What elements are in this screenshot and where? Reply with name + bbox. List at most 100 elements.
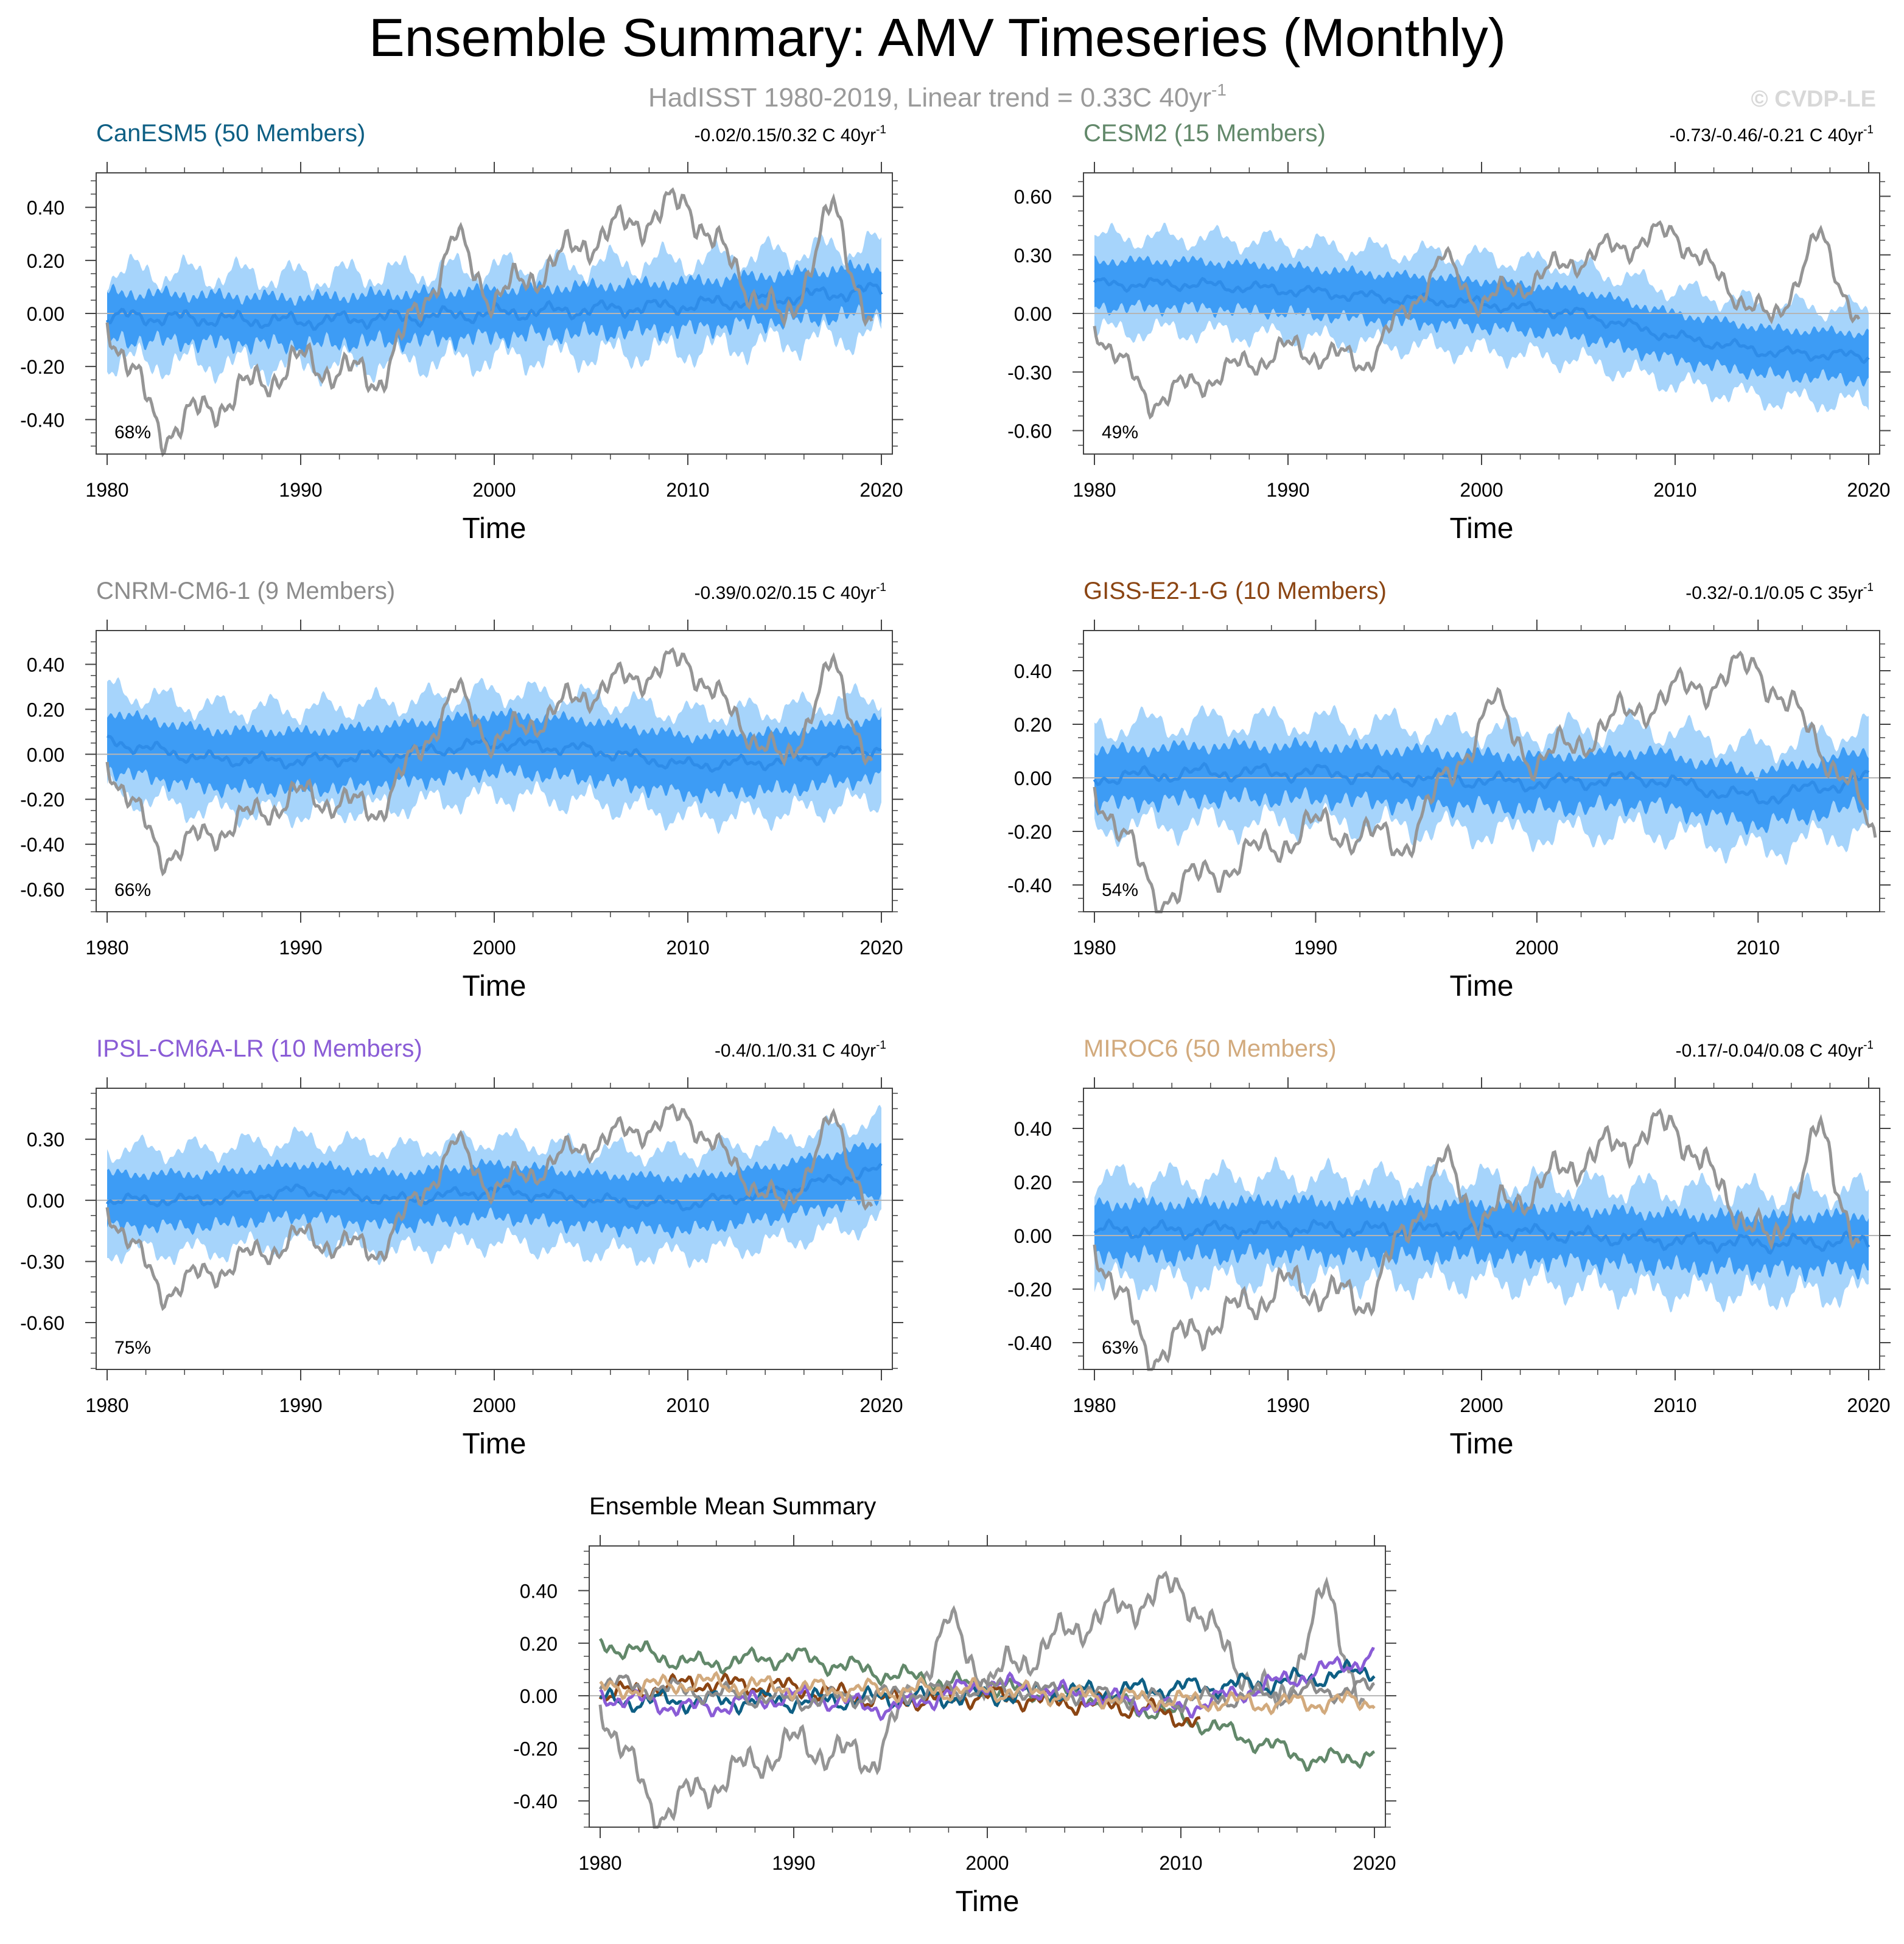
x-tick-label: 2000 bbox=[472, 1394, 516, 1416]
x-tick-label: 1980 bbox=[85, 937, 128, 959]
y-tick-label: 0.20 bbox=[1014, 714, 1052, 736]
x-tick-label: 2020 bbox=[859, 1394, 903, 1416]
y-tick-label: -0.20 bbox=[513, 1738, 558, 1760]
panel-miroc6: MIROC6 (50 Members) -0.17/-0.04/0.08 C 40… bbox=[1007, 1035, 1891, 1460]
trend-label-text: -0.39/0.02/0.15 C 40yr bbox=[695, 583, 877, 603]
trend-label: -0.32/-0.1/0.05 C 35yr-1 bbox=[1685, 581, 1874, 603]
y-tick-label: 0.40 bbox=[1014, 660, 1052, 682]
y-tick-label: -0.30 bbox=[1007, 362, 1052, 383]
x-tick-label: 1990 bbox=[279, 479, 322, 501]
x-tick-label: 1990 bbox=[1294, 937, 1337, 959]
percent-label: 68% bbox=[114, 422, 151, 442]
trend-label: -0.02/0.15/0.32 C 40yr-1 bbox=[695, 124, 886, 145]
ensemble-mean-line bbox=[1093, 761, 1870, 805]
observation-line bbox=[105, 1103, 873, 1312]
ensemble-iqr-band bbox=[1094, 737, 1869, 835]
x-axis-label: Time bbox=[1450, 1428, 1514, 1460]
x-tick-label: 1980 bbox=[578, 1852, 621, 1874]
x-tick-label: 2020 bbox=[859, 479, 903, 501]
trend-label-superscript: -1 bbox=[876, 581, 886, 594]
panel-title: CanESM5 (50 Members) bbox=[96, 120, 365, 147]
x-tick-label: 2000 bbox=[472, 937, 516, 959]
y-tick-label: -0.40 bbox=[513, 1791, 558, 1813]
figure-subtitle-main: HadISST 1980-2019, Linear trend = 0.33C … bbox=[648, 83, 1211, 113]
x-tick-label: 1990 bbox=[1266, 479, 1309, 501]
x-axis-label: Time bbox=[1450, 970, 1514, 1002]
panel-cesm2: CESM2 (15 Members) -0.73/-0.46/-0.21 C 40… bbox=[1007, 120, 1891, 545]
y-tick-label: 0.30 bbox=[27, 1129, 65, 1151]
y-tick-label: -0.20 bbox=[1007, 821, 1052, 843]
y-tick-label: 0.20 bbox=[27, 699, 65, 721]
x-axis-label: Time bbox=[463, 512, 527, 545]
observation-line bbox=[105, 647, 873, 877]
series-line-cesm2 bbox=[598, 1638, 1375, 1772]
x-tick-label: 2000 bbox=[965, 1852, 1009, 1874]
x-tick-label: 1990 bbox=[1266, 1394, 1309, 1416]
x-tick-label: 2020 bbox=[859, 937, 903, 959]
x-tick-label: 2010 bbox=[1737, 937, 1780, 959]
y-tick-label: 0.20 bbox=[520, 1633, 558, 1655]
y-tick-label: 0.60 bbox=[1014, 186, 1052, 208]
panel-title: MIROC6 (50 Members) bbox=[1083, 1035, 1337, 1062]
x-tick-label: 1980 bbox=[85, 1394, 128, 1416]
panel-title: CNRM-CM6-1 (9 Members) bbox=[96, 578, 395, 604]
x-axis-label: Time bbox=[463, 1428, 527, 1460]
trend-label-superscript: -1 bbox=[1863, 124, 1874, 136]
y-tick-label: 0.00 bbox=[27, 303, 65, 325]
x-tick-label: 1990 bbox=[279, 1394, 322, 1416]
y-tick-label: -0.40 bbox=[20, 409, 65, 431]
panel-summary: Ensemble Mean Summary -0.40 -0.20 0.00 0.20 0… bbox=[513, 1493, 1396, 1918]
y-tick-label: -0.30 bbox=[20, 1251, 65, 1273]
y-tick-label: 0.20 bbox=[27, 250, 65, 272]
x-tick-label: 1990 bbox=[279, 937, 322, 959]
percent-label: 49% bbox=[1102, 422, 1138, 442]
x-tick-label: 1990 bbox=[772, 1852, 815, 1874]
trend-label-superscript: -1 bbox=[1863, 581, 1874, 594]
observation-line bbox=[1093, 220, 1861, 420]
trend-label-superscript: -1 bbox=[876, 124, 886, 136]
panel-cnrm-cm6-1: CNRM-CM6-1 (9 Members) -0.39/0.02/0.15 C … bbox=[20, 578, 903, 1002]
percent-label: 63% bbox=[1102, 1338, 1138, 1358]
trend-label: -0.39/0.02/0.15 C 40yr-1 bbox=[695, 581, 886, 603]
x-tick-label: 2000 bbox=[1460, 1394, 1503, 1416]
x-axis-label: Time bbox=[463, 970, 527, 1002]
x-tick-label: 2020 bbox=[1353, 1852, 1396, 1874]
trend-label-text: -0.02/0.15/0.32 C 40yr bbox=[695, 125, 877, 145]
x-tick-label: 1980 bbox=[1073, 937, 1116, 959]
x-tick-label: 1980 bbox=[1073, 479, 1116, 501]
y-tick-label: 0.00 bbox=[1014, 767, 1052, 789]
trend-label-text: -0.17/-0.04/0.08 C 40yr bbox=[1676, 1041, 1864, 1061]
trend-label-superscript: -1 bbox=[1863, 1039, 1874, 1052]
series-line-miroc6 bbox=[599, 1671, 1376, 1716]
percent-label: 54% bbox=[1102, 880, 1138, 900]
x-tick-label: 2000 bbox=[472, 479, 516, 501]
x-axis-label: Time bbox=[1450, 512, 1514, 545]
observation-line bbox=[1093, 1108, 1861, 1371]
y-tick-label: 0.00 bbox=[27, 1190, 65, 1212]
x-tick-label: 2010 bbox=[666, 937, 709, 959]
y-tick-label: 0.00 bbox=[27, 744, 65, 766]
figure-title: Ensemble Summary: AMV Timeseries (Monthl… bbox=[369, 7, 1506, 68]
x-tick-label: 2020 bbox=[1847, 479, 1890, 501]
trend-label-text: -0.4/0.1/0.31 C 40yr bbox=[715, 1041, 876, 1061]
panel-giss-e2-1-g: GISS-E2-1-G (10 Members) -0.32/-0.1/0.05 … bbox=[1007, 578, 1891, 1002]
x-tick-label: 2020 bbox=[1847, 1394, 1890, 1416]
panel-title: IPSL-CM6A-LR (10 Members) bbox=[96, 1035, 422, 1062]
x-tick-label: 2000 bbox=[1460, 479, 1503, 501]
y-tick-label: 0.40 bbox=[27, 654, 65, 676]
watermark-label: © CVDP-LE bbox=[1751, 86, 1876, 112]
trend-label: -0.73/-0.46/-0.21 C 40yr-1 bbox=[1670, 124, 1874, 145]
y-tick-label: -0.40 bbox=[1007, 875, 1052, 897]
plot-frame bbox=[1083, 630, 1880, 912]
observation-line bbox=[105, 187, 873, 458]
panel-title: Ensemble Mean Summary bbox=[589, 1493, 876, 1520]
y-tick-label: 0.40 bbox=[1014, 1118, 1052, 1140]
x-tick-label: 2010 bbox=[666, 479, 709, 501]
trend-label: -0.17/-0.04/0.08 C 40yr-1 bbox=[1676, 1039, 1874, 1061]
panel-title: CESM2 (15 Members) bbox=[1083, 120, 1326, 147]
x-tick-label: 2010 bbox=[1653, 1394, 1696, 1416]
y-tick-label: -0.20 bbox=[20, 356, 65, 378]
panel-canesm5: CanESM5 (50 Members) -0.02/0.15/0.32 C 40… bbox=[20, 120, 903, 545]
ensemble-iqr-band bbox=[1094, 255, 1869, 387]
